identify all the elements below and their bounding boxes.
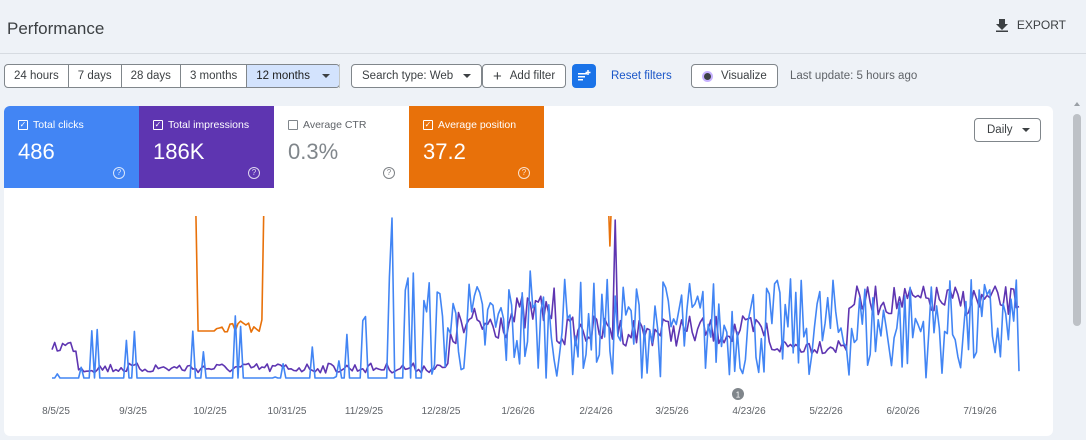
range-7-days[interactable]: 7 days	[69, 65, 122, 87]
granularity-dropdown[interactable]: Daily	[974, 118, 1041, 142]
range-28-days[interactable]: 28 days	[122, 65, 181, 87]
x-tick-label: 5/22/26	[809, 406, 843, 417]
x-tick-label: 9/3/25	[119, 406, 147, 417]
plus-icon: +	[493, 67, 502, 85]
metric-total-impressions[interactable]: ✓ Total impressions 186K ?	[139, 106, 274, 188]
x-tick-label: 11/29/25	[345, 406, 384, 417]
scroll-up-icon	[1074, 102, 1080, 106]
toolbar-divider	[339, 64, 340, 88]
visualize-icon	[702, 70, 713, 82]
compare-filter-button[interactable]	[572, 64, 596, 88]
visualize-label: Visualize	[721, 70, 767, 82]
last-update-text: Last update: 5 hours ago	[790, 70, 918, 82]
checkbox-icon	[288, 120, 298, 130]
granularity-label: Daily	[987, 124, 1013, 136]
chevron-down-icon	[463, 74, 472, 78]
x-tick-label: 2/24/26	[579, 406, 613, 417]
metric-value: 37.2	[423, 139, 466, 164]
reset-filters-link[interactable]: Reset filters	[611, 70, 672, 82]
performance-chart: 8/5/25 9/3/25 10/2/25 10/31/25 11/29/25 12/28…	[42, 216, 1020, 417]
x-tick-label: 4/23/26	[732, 406, 766, 417]
series-clicks-line	[52, 217, 1020, 379]
export-button[interactable]: EXPORT	[995, 18, 1066, 32]
checkbox-icon: ✓	[18, 120, 28, 130]
add-filter-button[interactable]: + Add filter	[482, 64, 567, 88]
metric-label: Total impressions	[168, 119, 250, 131]
page-title: Performance	[7, 19, 105, 38]
help-icon[interactable]: ?	[248, 167, 260, 179]
visualize-button[interactable]: Visualize	[691, 64, 778, 88]
series-position-line	[195, 216, 612, 333]
checkbox-icon: ✓	[153, 120, 163, 130]
chevron-down-icon	[1022, 128, 1030, 132]
annotation-label: 1	[736, 391, 741, 400]
search-type-dropdown[interactable]: Search type: Web	[351, 64, 483, 88]
x-tick-label: 7/19/26	[963, 406, 997, 417]
metric-label: Average position	[438, 119, 517, 131]
x-tick-label: 3/25/26	[655, 406, 689, 417]
metric-value: 486	[18, 139, 55, 164]
metric-value: 186K	[153, 139, 205, 164]
range-24-hours[interactable]: 24 hours	[5, 65, 69, 87]
metric-average-position[interactable]: ✓ Average position 37.2 ?	[409, 106, 544, 188]
metric-value: 0.3%	[288, 139, 339, 164]
performance-card: ✓ Total clicks 486 ? ✓ Total impressions 1…	[4, 106, 1053, 436]
add-filter-label: Add filter	[509, 70, 556, 82]
series-impressions-line	[51, 219, 1020, 374]
top-bar: Performance EXPORT	[0, 0, 1086, 54]
export-label: EXPORT	[1016, 18, 1066, 32]
chevron-down-icon	[321, 74, 330, 78]
checkbox-icon: ✓	[423, 120, 433, 130]
annotation-marker[interactable]: 1	[732, 388, 744, 400]
scrollbar[interactable]	[1071, 100, 1083, 436]
x-tick-label: 10/31/25	[268, 406, 307, 417]
x-tick-label: 10/2/25	[193, 406, 227, 417]
x-tick-label: 1/26/26	[501, 406, 535, 417]
x-tick-label: 8/5/25	[42, 406, 70, 417]
metric-total-clicks[interactable]: ✓ Total clicks 486 ?	[4, 106, 139, 188]
range-12-months[interactable]: 12 months	[247, 65, 339, 87]
range-12-months-label: 12 months	[256, 70, 310, 82]
search-type-label: Search type: Web	[362, 70, 454, 82]
metric-label: Total clicks	[33, 119, 84, 131]
help-icon[interactable]: ?	[518, 167, 530, 179]
help-icon[interactable]: ?	[113, 167, 125, 179]
date-range-group: 24 hours 7 days 28 days 3 months 12 mont…	[4, 64, 340, 88]
x-tick-label: 6/20/26	[886, 406, 920, 417]
scrollbar-thumb[interactable]	[1073, 114, 1081, 326]
download-icon	[995, 19, 1008, 32]
metric-label: Average CTR	[303, 119, 367, 131]
metric-average-ctr[interactable]: Average CTR 0.3% ?	[274, 106, 409, 188]
filter-toolbar: 24 hours 7 days 28 days 3 months 12 mont…	[0, 62, 1086, 90]
help-icon[interactable]: ?	[383, 167, 395, 179]
range-3-months[interactable]: 3 months	[181, 65, 248, 87]
filter-list-icon	[578, 70, 591, 81]
x-tick-label: 12/28/25	[422, 406, 461, 417]
